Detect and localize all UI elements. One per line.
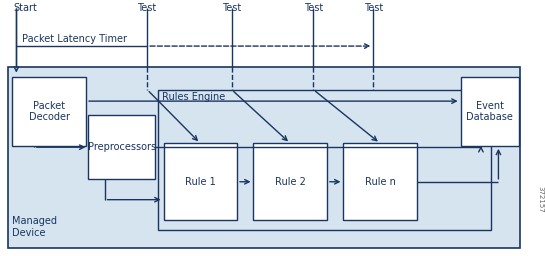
Text: Rules Engine: Rules Engine [162,92,226,102]
Text: Event
Database: Event Database [466,101,513,122]
Text: Rule 1: Rule 1 [185,177,216,187]
Text: 372157: 372157 [537,186,544,213]
Bar [253,143,327,220]
Bar [12,77,86,146]
Bar [164,143,237,220]
Text: Test: Test [304,3,323,13]
Text: Preprocessors: Preprocessors [88,142,156,152]
Text: Rule 2: Rule 2 [275,177,306,187]
Bar [461,77,519,146]
Bar [88,115,155,179]
Bar [8,67,520,248]
Text: Rule n: Rule n [365,177,396,187]
Bar [158,90,490,230]
Text: Packet
Decoder: Packet Decoder [28,101,70,122]
Text: Test: Test [222,3,241,13]
Text: Test: Test [364,3,383,13]
Text: Packet Latency Timer: Packet Latency Timer [22,34,127,44]
Text: Start: Start [14,3,38,13]
Bar [343,143,417,220]
Text: Test: Test [137,3,157,13]
Text: Managed
Device: Managed Device [12,217,57,238]
